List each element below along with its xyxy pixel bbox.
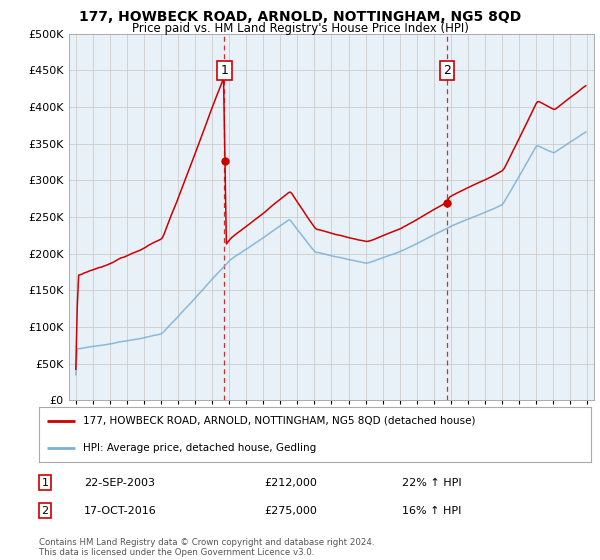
Text: 22% ↑ HPI: 22% ↑ HPI <box>402 478 461 488</box>
Text: Price paid vs. HM Land Registry's House Price Index (HPI): Price paid vs. HM Land Registry's House … <box>131 22 469 35</box>
Text: 2: 2 <box>443 64 451 77</box>
Text: £212,000: £212,000 <box>264 478 317 488</box>
Text: 1: 1 <box>221 64 229 77</box>
Text: 16% ↑ HPI: 16% ↑ HPI <box>402 506 461 516</box>
Text: HPI: Average price, detached house, Gedling: HPI: Average price, detached house, Gedl… <box>83 444 316 453</box>
Text: 2: 2 <box>41 506 49 516</box>
Text: £275,000: £275,000 <box>264 506 317 516</box>
Text: 22-SEP-2003: 22-SEP-2003 <box>84 478 155 488</box>
Text: 17-OCT-2016: 17-OCT-2016 <box>84 506 157 516</box>
Text: 177, HOWBECK ROAD, ARNOLD, NOTTINGHAM, NG5 8QD: 177, HOWBECK ROAD, ARNOLD, NOTTINGHAM, N… <box>79 10 521 24</box>
Text: 1: 1 <box>41 478 49 488</box>
Text: 177, HOWBECK ROAD, ARNOLD, NOTTINGHAM, NG5 8QD (detached house): 177, HOWBECK ROAD, ARNOLD, NOTTINGHAM, N… <box>83 416 476 426</box>
Text: Contains HM Land Registry data © Crown copyright and database right 2024.
This d: Contains HM Land Registry data © Crown c… <box>39 538 374 557</box>
